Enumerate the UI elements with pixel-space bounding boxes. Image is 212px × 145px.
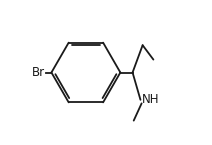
Text: NH: NH <box>142 93 159 106</box>
Text: Br: Br <box>32 66 45 79</box>
